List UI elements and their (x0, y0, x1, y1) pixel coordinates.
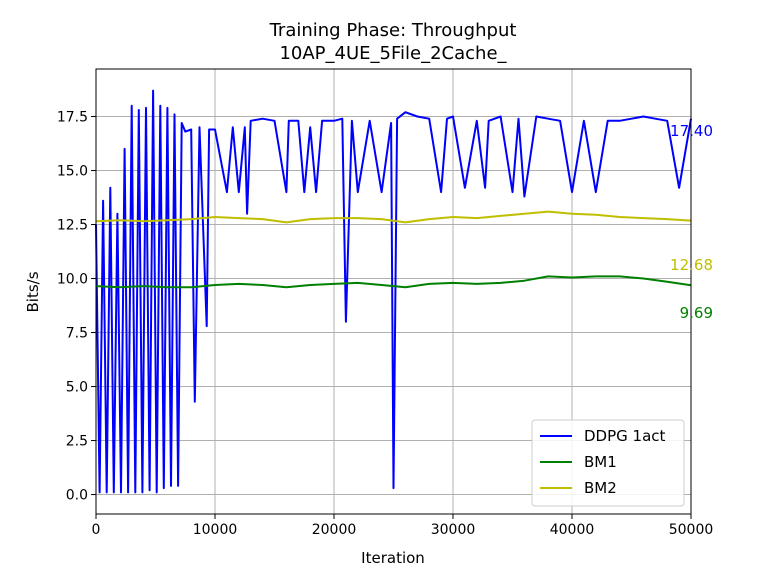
x-tick-label: 10000 (193, 522, 238, 538)
x-tick-label: 40000 (550, 522, 595, 538)
y-tick-label: 2.5 (66, 434, 88, 450)
chart-subtitle: 10AP_4UE_5File_2Cache_ (279, 43, 507, 64)
x-tick-label: 50000 (669, 522, 714, 538)
legend-entry: BM1 (584, 453, 617, 471)
final-value-label: 17.40 (670, 122, 713, 140)
legend-entry: DDPG 1act (584, 427, 666, 445)
final-value-labels: 17.40 12.68 9.69 (670, 122, 713, 322)
y-tick-label: 15.0 (57, 164, 88, 180)
x-axis-label: Iteration (361, 549, 425, 567)
series-line-2 (95, 210, 692, 224)
x-tick-label: 0 (92, 522, 101, 538)
y-tick-label: 5.0 (66, 380, 88, 396)
final-value-label: 9.69 (680, 304, 713, 322)
plot-lines (95, 89, 692, 494)
y-tick-label: 12.5 (57, 218, 88, 234)
tick-labels: 0 10000 20000 30000 40000 50000 0.0 2.5 5.0 7.5 10… (57, 110, 713, 538)
y-tick-label: 0.0 (66, 488, 88, 504)
series-line-0 (95, 89, 692, 494)
series-line-1 (95, 275, 692, 289)
legend-entry: BM2 (584, 479, 617, 497)
legend: DDPG 1act BM1 BM2 (531, 419, 685, 507)
x-tick-label: 30000 (431, 522, 476, 538)
axes (95, 68, 692, 515)
y-tick-label: 17.5 (57, 110, 88, 126)
x-tick-label: 20000 (312, 522, 357, 538)
plot-frame (95, 68, 692, 515)
y-tick-label: 7.5 (66, 326, 88, 342)
legend-box (531, 419, 685, 507)
y-tick-label: 10.0 (57, 272, 88, 288)
final-value-label: 12.68 (670, 256, 713, 274)
chart-title: Training Phase: Throughput (269, 20, 517, 41)
y-axis-label: Bits/s (24, 271, 42, 312)
